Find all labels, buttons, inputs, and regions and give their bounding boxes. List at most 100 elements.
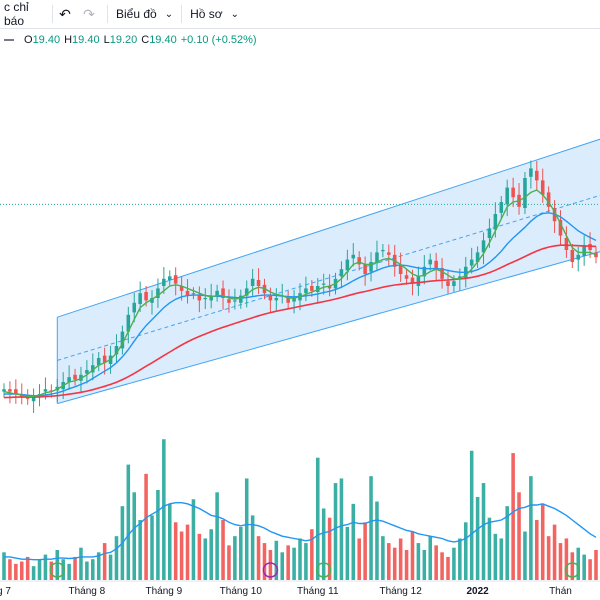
candle-body [73,374,77,380]
volume-bar [49,561,54,580]
candle-body [440,268,444,279]
chevron-down-icon: ⌄ [230,8,240,20]
time-axis-label: Tháng 9 [145,586,182,597]
candle-body [564,238,569,250]
candle-body [132,302,137,313]
candle-body [469,259,474,266]
candle-body [31,396,36,402]
candle-body [540,180,545,195]
candle-body [422,266,427,277]
candle-body [351,254,356,259]
time-axis-label: 2022 [466,586,489,597]
volume-bar [250,515,255,580]
volume-bar [552,524,557,580]
close-value: 19.40 [149,34,177,46]
redo-button[interactable]: ↷ [77,0,101,28]
time-axis-label: Thán [549,586,572,597]
candle-body [215,290,219,296]
volume-bar [292,547,296,580]
volume-bar [392,547,397,580]
candle-body [505,187,509,205]
volume-bar [499,538,504,580]
low-value: 19.20 [109,34,138,46]
candle-body [499,202,504,213]
candle-body [546,192,551,207]
candle-body [126,314,131,332]
candle-body [239,295,243,303]
volume-bar [96,552,101,580]
candle-body [582,245,586,256]
volume-bar [239,526,243,580]
volume-bar [126,464,131,580]
volume-bar [321,508,326,580]
chart-menu-button[interactable]: Biểu đồ ⌄ [108,0,181,28]
channel-upper-line [57,138,600,318]
candle-body [576,254,581,260]
undo-icon: ↶ [59,5,71,22]
candle-body [191,293,196,295]
candle-body [8,389,12,392]
candle-body [475,252,480,262]
volume-bar [315,457,320,580]
time-axis-label: g 7 [0,586,11,597]
volume-ma-line [4,502,597,561]
volume-bar [244,478,249,580]
undo-button[interactable]: ↶ [53,0,77,28]
collapse-icon[interactable] [4,39,14,41]
toolbar-divider [181,5,183,23]
circle-marker [49,562,66,578]
volume-bar [446,556,450,580]
time-axis-label: Tháng 10 [220,586,263,597]
volume-bar [262,543,267,580]
volume-bar [381,536,385,580]
volume-bar [280,552,285,580]
indicators-label: c chỉ báo [4,0,29,28]
candle-body [511,187,515,198]
candle-body [434,260,438,270]
profile-menu-button[interactable]: Hồ sơ ⌄ [182,0,247,28]
volume-bar [345,526,350,580]
candle-body [150,298,154,303]
circle-marker [564,562,581,578]
candle-body [114,346,119,355]
volume-bar [540,503,545,580]
volume-bar [85,561,89,580]
candle-body [529,168,533,177]
indicators-button[interactable]: c chỉ báo [0,0,52,28]
candle-body [535,170,539,181]
redo-icon: ↷ [83,5,95,22]
candle-body [2,389,6,392]
candle-body [481,240,486,253]
volume-bar [310,529,314,580]
candle-body [570,250,575,262]
volume-bar [469,450,474,580]
volume-bar [274,540,279,580]
volume-bar [79,547,83,580]
volume-bar [333,483,338,580]
candle-body [357,257,361,265]
candle-body [203,298,208,300]
candle-body [588,244,592,250]
volume-bar [167,503,172,580]
volume-bar [19,561,24,580]
candle-body [185,290,190,296]
candle-body [446,281,450,286]
volume-bar [463,522,468,580]
volume-bar [286,545,290,580]
volume-bar [138,520,142,580]
volume-bar [416,543,421,580]
channel-lower-line [57,251,600,405]
volume-bar [203,538,208,580]
volume-bar [440,552,444,580]
volume-bar [546,536,551,580]
candle-body [221,288,225,298]
ohlc-legend: O 19.40 H 19.40 L 19.20 C 19.40 +0.10 (+0.52… [0,32,257,48]
volume-bar [91,559,95,580]
volume-bar [387,543,391,580]
chart-menu-label: Biểu đồ [116,7,157,21]
volume-bar [8,559,12,580]
volume-bar [517,492,521,580]
volume-bar [327,517,332,580]
candle-body [144,292,148,301]
